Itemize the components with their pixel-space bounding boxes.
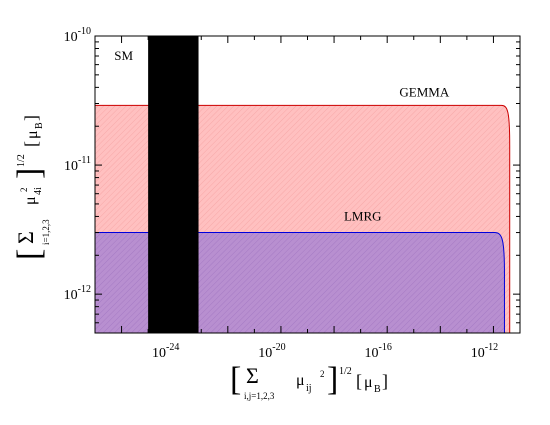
x-title-unit-bracket-close: ]	[382, 371, 388, 391]
x-title-unit-bracket-open: [	[356, 371, 362, 391]
x-axis-title: [ Σ i,j=1,2,3 μ ij 2 ] 1/2 [ μ B ]	[230, 361, 388, 401]
y-title-mu-sup: 2	[19, 188, 29, 193]
x-tick-label: 10-20	[258, 342, 285, 361]
y-title-unit-bracket-open: [	[21, 141, 41, 147]
x-tick-label: 10-24	[152, 342, 179, 361]
x-tick-label: 10-12	[471, 342, 498, 361]
x-title-sum: Σ	[246, 363, 259, 388]
x-title-mu-sub: ij	[306, 383, 312, 394]
label-lmrg: LMRG	[344, 209, 382, 224]
label-gemma: GEMMA	[399, 84, 449, 99]
y-title-unit: μ	[24, 130, 41, 139]
regions-layer	[95, 36, 511, 333]
x-title-sum-sub: i,j=1,2,3	[244, 391, 275, 401]
x-title-bracket-open: [	[230, 361, 241, 398]
region-lmrg-boundary	[95, 232, 505, 333]
region-gemma-boundary	[95, 104, 511, 333]
y-tick-label: 10-10	[64, 26, 91, 45]
y-title-unit-bracket-close: ]	[21, 115, 41, 121]
y-tick-label: 10-11	[64, 155, 91, 174]
y-title-sum: Σ	[13, 231, 38, 244]
y-title-mu-sub: 4i	[33, 187, 44, 195]
x-tick-label: 10-16	[365, 342, 392, 361]
sm-band	[148, 36, 199, 333]
y-title-unit-sub: B	[34, 122, 45, 129]
ticks-layer	[94, 35, 521, 333]
y-title-bracket-close: ]	[11, 168, 48, 179]
y-title-mu: μ	[22, 196, 39, 205]
x-title-power: 1/2	[339, 366, 352, 377]
y-tick-label: 10-12	[64, 284, 91, 303]
x-title-unit-sub: B	[374, 384, 381, 395]
x-title-mu-sup: 2	[320, 369, 325, 379]
labels-layer: 10-24 10-20 10-16 10-12 10-10 10-11 10-12 GEMMA…	[64, 26, 498, 361]
x-title-unit: μ	[364, 374, 373, 391]
label-sm: SM	[114, 48, 133, 63]
y-axis-title: [ Σ i=1,2,3 μ 4i 2 ] 1/2 [ μ B ]	[11, 115, 51, 260]
x-title-mu: μ	[296, 372, 305, 389]
y-title-sum-sub: i=1,2,3	[41, 219, 51, 245]
y-title-power: 1/2	[16, 154, 27, 167]
x-title-bracket-close: ]	[327, 361, 338, 398]
y-title-bracket-open: [	[11, 249, 48, 260]
